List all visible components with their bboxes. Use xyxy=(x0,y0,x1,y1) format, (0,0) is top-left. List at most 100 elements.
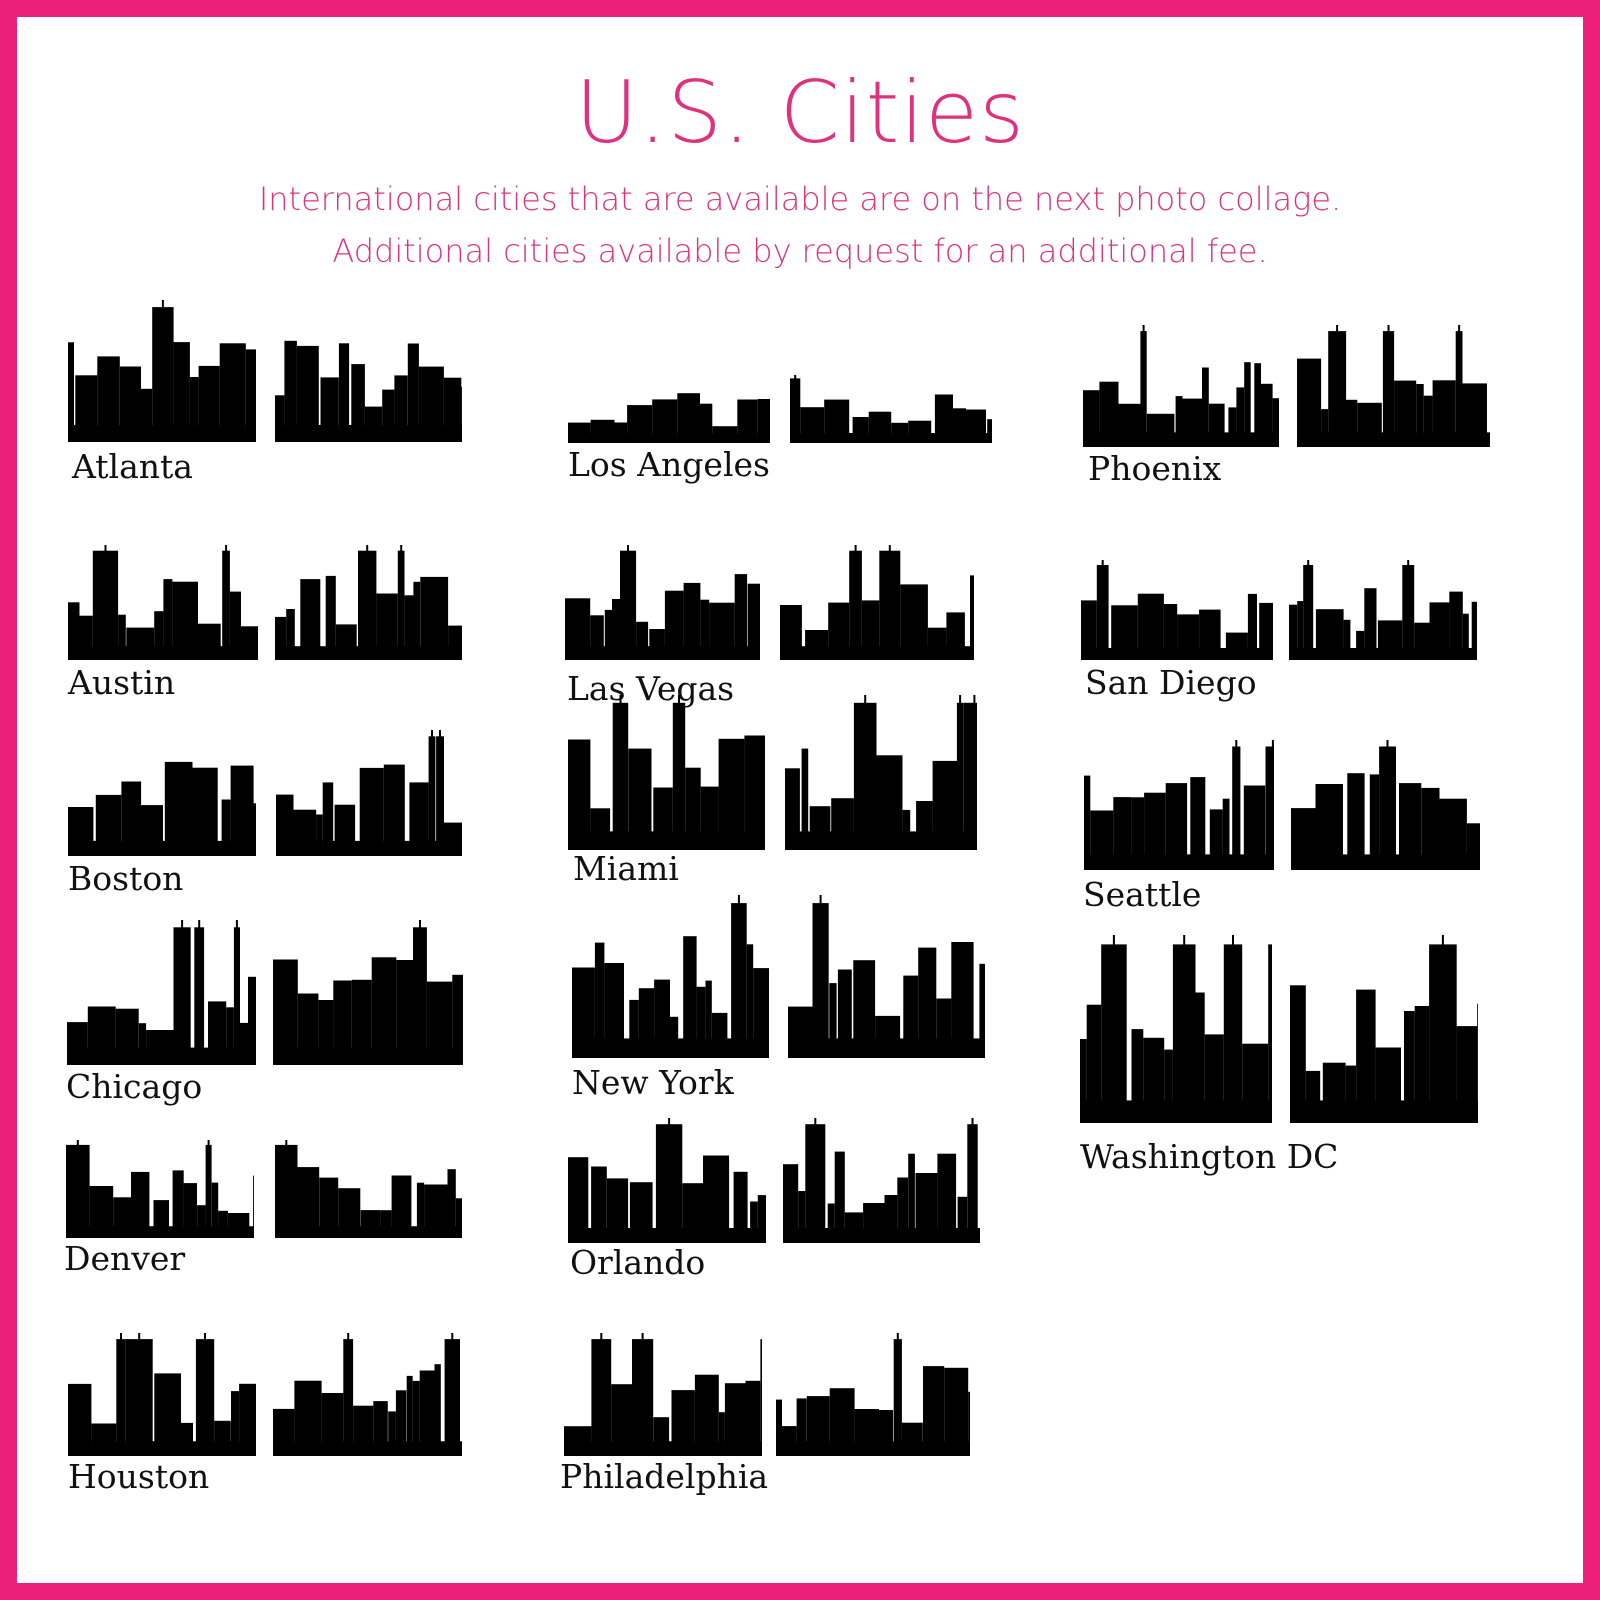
building xyxy=(276,794,294,856)
building xyxy=(320,377,339,442)
building xyxy=(293,809,317,856)
city-label: San Diego xyxy=(1085,663,1257,702)
building xyxy=(612,599,620,660)
building xyxy=(198,365,220,442)
building xyxy=(1423,395,1433,447)
building xyxy=(138,1023,147,1065)
building xyxy=(248,976,256,1065)
building xyxy=(273,1408,295,1456)
building xyxy=(718,1412,725,1456)
building xyxy=(351,364,365,442)
building xyxy=(937,1153,957,1243)
building xyxy=(936,998,952,1058)
building xyxy=(297,1167,320,1238)
city-label: Las Vegas xyxy=(567,669,735,708)
city-label: Chicago xyxy=(66,1067,203,1106)
building xyxy=(412,1380,420,1456)
building xyxy=(407,343,419,442)
building xyxy=(1084,775,1091,870)
building xyxy=(628,748,652,850)
building xyxy=(173,342,190,442)
skyline-silhouette-1 xyxy=(1084,740,1274,870)
skyline-silhouette-2 xyxy=(776,1333,970,1456)
building xyxy=(1175,396,1183,447)
building-spire xyxy=(1112,935,1115,954)
building xyxy=(391,1175,412,1238)
skyline-silhouette-2 xyxy=(783,1118,980,1243)
building xyxy=(682,1183,703,1243)
building xyxy=(956,702,964,850)
building xyxy=(828,602,850,660)
building-spire xyxy=(1441,935,1444,954)
building xyxy=(979,963,985,1058)
building xyxy=(388,1411,396,1456)
building xyxy=(1182,398,1202,447)
building xyxy=(428,736,436,856)
building xyxy=(780,605,802,660)
building xyxy=(1083,390,1100,447)
building xyxy=(131,1171,150,1238)
building-spire xyxy=(864,695,867,711)
building xyxy=(198,623,221,660)
building xyxy=(115,1008,139,1065)
building-spire xyxy=(854,545,857,557)
building xyxy=(652,399,678,443)
building-spire xyxy=(1307,560,1310,570)
skyline-silhouette-2 xyxy=(273,1333,462,1456)
building xyxy=(396,960,413,1065)
building xyxy=(897,1177,909,1243)
building xyxy=(632,1339,654,1456)
building-spire xyxy=(1142,325,1145,338)
building xyxy=(1432,380,1456,447)
building xyxy=(844,1212,864,1243)
building xyxy=(683,582,701,660)
building xyxy=(1315,784,1343,870)
building xyxy=(1202,367,1209,447)
building xyxy=(394,375,408,442)
building xyxy=(286,609,295,660)
building xyxy=(963,702,977,850)
building xyxy=(709,602,735,660)
building xyxy=(253,803,256,856)
building xyxy=(1163,604,1178,660)
building xyxy=(696,986,706,1058)
city-label: Boston xyxy=(68,859,184,898)
building-spire xyxy=(971,1118,974,1131)
skyline-silhouette-1 xyxy=(67,920,256,1065)
building xyxy=(1204,1034,1224,1123)
building xyxy=(383,764,405,856)
building xyxy=(1131,1029,1144,1123)
building xyxy=(572,967,595,1058)
building xyxy=(655,1124,683,1243)
building xyxy=(944,1367,969,1456)
skyline-silhouette-1 xyxy=(1080,935,1272,1123)
building xyxy=(316,814,323,856)
building xyxy=(1143,1037,1165,1123)
building xyxy=(1254,363,1261,447)
building xyxy=(879,550,901,660)
building-spire xyxy=(419,920,421,935)
building xyxy=(1305,1070,1321,1123)
skyline-silhouette-2 xyxy=(785,695,977,850)
building xyxy=(426,981,453,1065)
building xyxy=(788,1006,813,1058)
building xyxy=(1466,823,1480,870)
building xyxy=(923,1366,945,1456)
building xyxy=(591,1166,607,1243)
building-spire xyxy=(225,545,228,557)
building xyxy=(1265,746,1274,870)
building xyxy=(1297,601,1304,660)
building xyxy=(653,787,673,850)
building xyxy=(154,611,164,660)
building xyxy=(806,1396,830,1456)
building xyxy=(1080,1039,1087,1123)
building xyxy=(878,1410,894,1456)
building xyxy=(360,1210,381,1238)
building xyxy=(946,612,965,660)
building xyxy=(953,408,966,443)
building xyxy=(664,590,684,660)
building-spire xyxy=(207,1140,210,1150)
building xyxy=(404,595,414,660)
building xyxy=(1421,787,1440,870)
